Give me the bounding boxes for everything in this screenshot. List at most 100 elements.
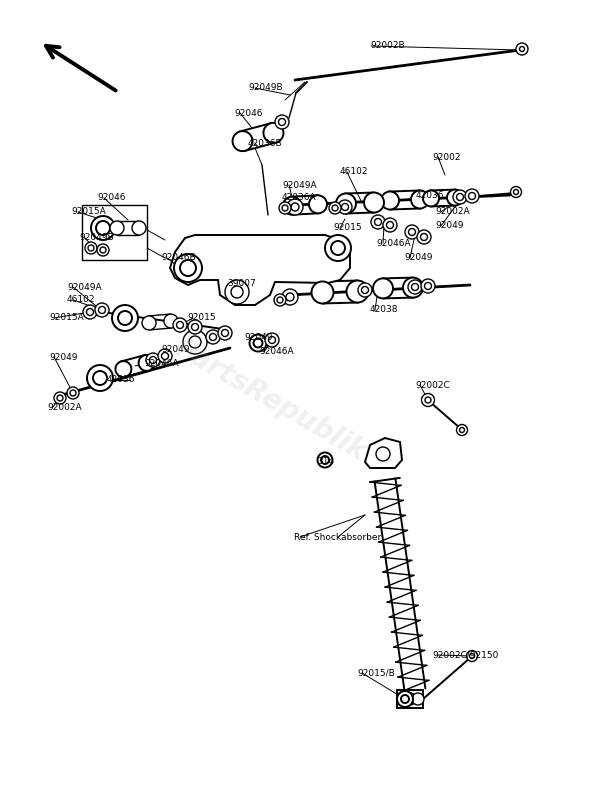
Text: 39007: 39007 bbox=[227, 279, 256, 287]
Circle shape bbox=[265, 333, 279, 347]
Text: 92002C/92150: 92002C/92150 bbox=[432, 651, 499, 659]
Polygon shape bbox=[397, 690, 423, 708]
Text: 92049: 92049 bbox=[49, 352, 77, 362]
FancyBboxPatch shape bbox=[240, 123, 276, 151]
Circle shape bbox=[421, 393, 434, 407]
Circle shape bbox=[325, 235, 351, 261]
Text: 92002: 92002 bbox=[432, 152, 461, 162]
Text: 92046: 92046 bbox=[234, 108, 263, 118]
FancyBboxPatch shape bbox=[148, 314, 172, 330]
FancyBboxPatch shape bbox=[383, 278, 413, 298]
Text: 92046A: 92046A bbox=[376, 239, 410, 247]
Circle shape bbox=[173, 318, 187, 332]
FancyBboxPatch shape bbox=[346, 192, 374, 214]
Circle shape bbox=[408, 280, 422, 294]
Circle shape bbox=[110, 221, 124, 235]
Circle shape bbox=[158, 349, 172, 363]
FancyBboxPatch shape bbox=[322, 280, 358, 304]
Text: 92015/B: 92015/B bbox=[357, 669, 395, 677]
Text: 92049B: 92049B bbox=[248, 83, 283, 93]
Circle shape bbox=[91, 216, 115, 240]
Circle shape bbox=[263, 123, 283, 143]
Circle shape bbox=[87, 365, 113, 391]
Circle shape bbox=[376, 447, 390, 461]
Circle shape bbox=[274, 294, 286, 306]
Text: 42036B: 42036B bbox=[248, 138, 283, 148]
Text: 92049B: 92049B bbox=[79, 233, 113, 243]
Circle shape bbox=[282, 289, 298, 305]
Circle shape bbox=[132, 221, 146, 235]
Circle shape bbox=[457, 425, 467, 436]
FancyBboxPatch shape bbox=[431, 190, 455, 206]
Text: 92002A: 92002A bbox=[47, 403, 82, 412]
Circle shape bbox=[397, 691, 413, 707]
Text: 92002B: 92002B bbox=[370, 42, 404, 50]
Circle shape bbox=[447, 190, 463, 206]
Text: 92049A: 92049A bbox=[282, 181, 317, 189]
Circle shape bbox=[346, 280, 368, 302]
Text: 314: 314 bbox=[317, 458, 334, 466]
Circle shape bbox=[338, 200, 352, 214]
Circle shape bbox=[218, 326, 232, 340]
Text: 46102: 46102 bbox=[67, 295, 95, 305]
Circle shape bbox=[279, 202, 291, 214]
Text: PartsRepublik: PartsRepublik bbox=[169, 334, 371, 466]
Circle shape bbox=[364, 192, 384, 213]
Circle shape bbox=[453, 190, 467, 204]
Circle shape bbox=[250, 334, 266, 352]
FancyBboxPatch shape bbox=[82, 205, 147, 260]
Text: 92049: 92049 bbox=[404, 254, 433, 262]
Text: 92002C: 92002C bbox=[415, 381, 450, 389]
Circle shape bbox=[511, 187, 521, 198]
Text: 92046B: 92046B bbox=[161, 254, 196, 262]
Circle shape bbox=[417, 230, 431, 244]
Text: 92049A: 92049A bbox=[67, 283, 101, 291]
Circle shape bbox=[139, 355, 155, 371]
Circle shape bbox=[97, 244, 109, 256]
Circle shape bbox=[403, 278, 423, 298]
Circle shape bbox=[142, 316, 156, 330]
Text: 46102: 46102 bbox=[340, 167, 368, 177]
Circle shape bbox=[95, 303, 109, 317]
Text: 92002A: 92002A bbox=[435, 207, 470, 217]
Text: 42038: 42038 bbox=[370, 305, 398, 315]
FancyBboxPatch shape bbox=[121, 355, 149, 377]
Polygon shape bbox=[170, 235, 350, 305]
Circle shape bbox=[383, 218, 397, 232]
Circle shape bbox=[183, 330, 207, 354]
Text: 92046A: 92046A bbox=[144, 359, 179, 367]
Circle shape bbox=[412, 693, 424, 705]
Circle shape bbox=[164, 314, 178, 328]
Circle shape bbox=[112, 305, 138, 331]
Circle shape bbox=[423, 191, 439, 206]
Text: 92046A: 92046A bbox=[259, 348, 293, 356]
Circle shape bbox=[85, 242, 97, 254]
Text: 42036A: 42036A bbox=[282, 193, 317, 203]
Text: Ref. Shockabsorber: Ref. Shockabsorber bbox=[294, 532, 381, 542]
Circle shape bbox=[411, 191, 429, 209]
Circle shape bbox=[283, 197, 301, 214]
Circle shape bbox=[206, 330, 220, 344]
Circle shape bbox=[233, 131, 253, 152]
Circle shape bbox=[225, 280, 249, 304]
Circle shape bbox=[465, 189, 479, 203]
FancyBboxPatch shape bbox=[292, 195, 319, 214]
Circle shape bbox=[174, 254, 202, 282]
Circle shape bbox=[67, 387, 79, 399]
Text: 92015A: 92015A bbox=[71, 207, 106, 217]
Circle shape bbox=[373, 279, 393, 298]
Circle shape bbox=[421, 279, 435, 293]
Circle shape bbox=[275, 115, 289, 129]
Text: 42036: 42036 bbox=[416, 192, 445, 200]
Circle shape bbox=[83, 305, 97, 319]
Circle shape bbox=[405, 225, 419, 239]
Polygon shape bbox=[365, 438, 402, 468]
Text: 92049: 92049 bbox=[244, 334, 272, 342]
Circle shape bbox=[404, 693, 416, 705]
Circle shape bbox=[317, 452, 332, 468]
Text: 92015: 92015 bbox=[333, 224, 362, 232]
Circle shape bbox=[381, 192, 399, 210]
Text: 92049: 92049 bbox=[435, 221, 464, 231]
Circle shape bbox=[309, 195, 327, 214]
Circle shape bbox=[311, 282, 334, 304]
